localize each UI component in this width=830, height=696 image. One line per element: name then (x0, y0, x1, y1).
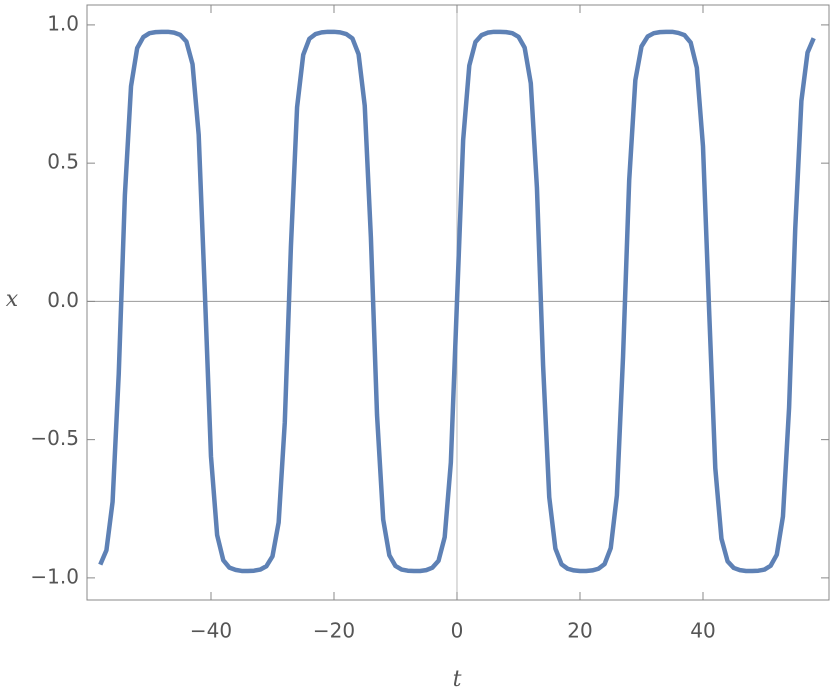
x-tick-label: −20 (313, 619, 355, 643)
x-tick-label: 40 (690, 619, 715, 643)
y-tick-label: 1.0 (47, 11, 79, 35)
x-tick-label: 20 (567, 619, 592, 643)
plot-frame (86, 4, 830, 601)
y-tick-label: 0.5 (47, 150, 79, 174)
data-line (98, 29, 816, 574)
y-axis-label: x (6, 287, 19, 312)
x-tick-label: 0 (451, 619, 464, 643)
x-axis-label: t (453, 667, 462, 692)
y-tick-label: −1.0 (30, 564, 79, 588)
x-tick-label: −40 (190, 619, 232, 643)
y-tick-label: 0.0 (47, 288, 79, 312)
y-tick-label: −0.5 (30, 426, 79, 450)
